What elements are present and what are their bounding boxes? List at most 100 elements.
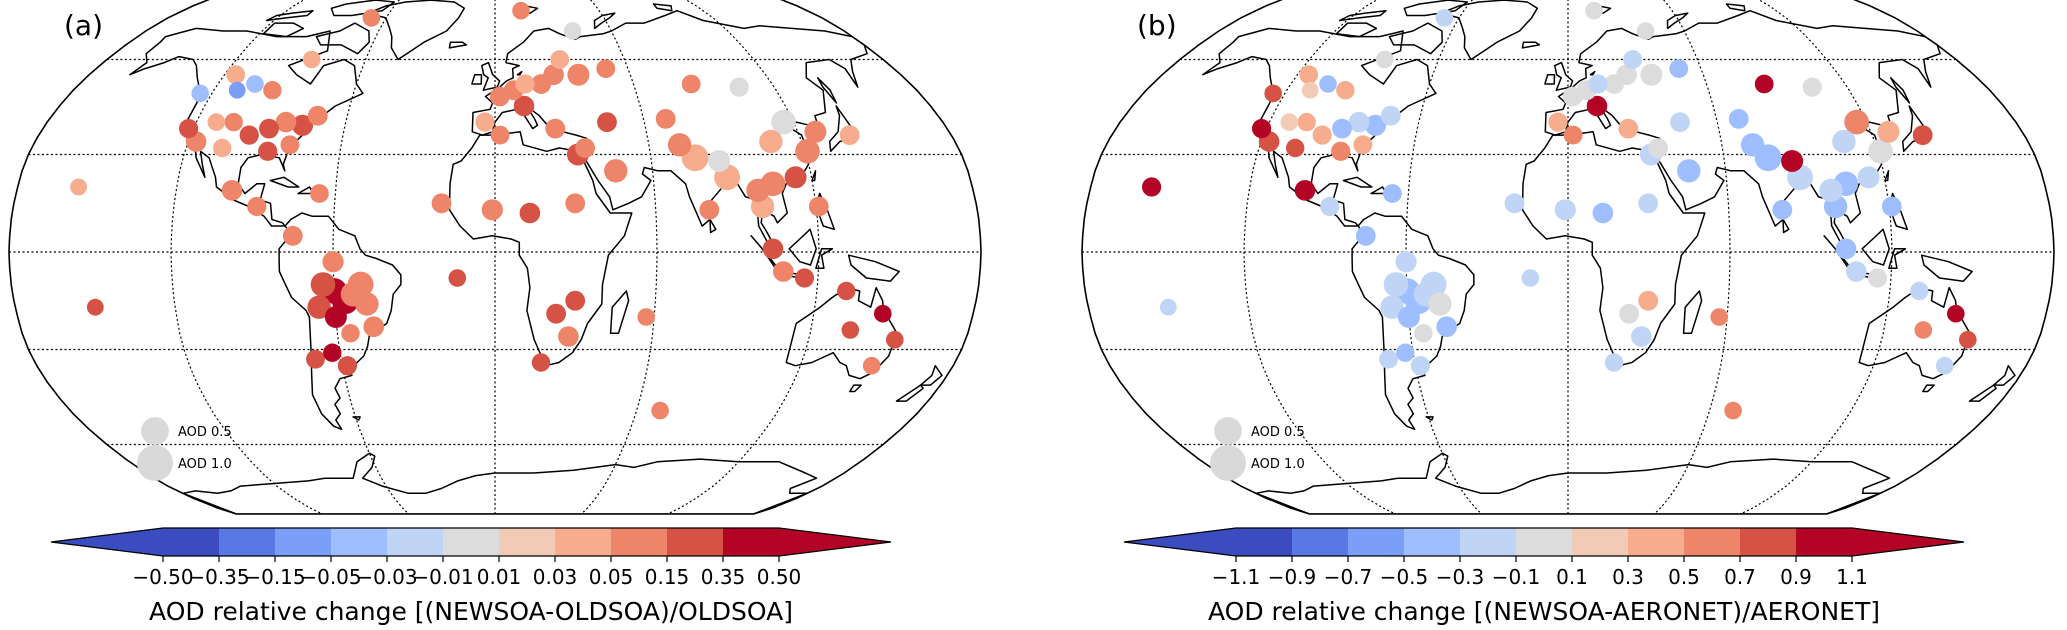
gridline-lon [1243, 0, 1396, 514]
site-marker [874, 304, 892, 323]
site-marker [224, 112, 243, 132]
site-marker [363, 316, 385, 338]
colorbar-tick-label: 0.7 [1724, 565, 1756, 589]
site-marker [1380, 105, 1401, 126]
site-marker [226, 65, 246, 85]
site-marker [1319, 75, 1337, 93]
colorbar-extend-low [1124, 528, 1236, 556]
site-marker [481, 199, 503, 221]
site-marker [86, 298, 104, 316]
site-marker [1521, 269, 1540, 287]
site-marker [1355, 225, 1376, 246]
site-marker [1868, 139, 1893, 164]
site-marker [1623, 50, 1643, 69]
site-marker [784, 166, 807, 189]
colorbar-tick-label: −0.35 [188, 565, 249, 589]
colorbar-bin [1348, 528, 1404, 556]
site-marker [431, 193, 452, 214]
site-marker [1428, 292, 1452, 316]
land-greenland [1440, 0, 1539, 61]
site-marker [808, 196, 829, 217]
site-marker [355, 292, 379, 316]
land-severnaya-zemlya [1725, 3, 1746, 12]
colorbar-tick-label: −0.03 [356, 565, 417, 589]
site-marker [759, 129, 783, 154]
land-taiwan [811, 170, 817, 182]
colorbar-bin [555, 528, 611, 556]
land-borneo [1861, 228, 1890, 266]
site-marker [862, 356, 881, 375]
colorbar-bin [611, 528, 667, 556]
site-marker [1563, 125, 1583, 145]
site-marker [1312, 125, 1332, 145]
colorbar-bin [163, 528, 219, 556]
site-marker [1857, 166, 1880, 189]
site-marker [239, 125, 259, 145]
site-marker [1320, 196, 1340, 217]
panel-label: (b) [1137, 9, 1177, 42]
colorbar-bin [1460, 528, 1516, 556]
colorbar-tick-label: 0.50 [757, 565, 802, 589]
land-new-zealand-south [1968, 384, 1997, 402]
colorbar-label: AOD relative change [(NEWSOA-AERONET)/AE… [1208, 597, 1880, 626]
size-legend-label: AOD 0.5 [178, 425, 232, 440]
site-marker [1638, 290, 1659, 311]
colorbar-extend-high [779, 528, 891, 556]
site-marker [302, 50, 321, 69]
site-marker [1781, 150, 1804, 172]
site-marker [1504, 193, 1525, 214]
land-arctic-archipelago [265, 9, 314, 22]
site-marker [1436, 316, 1457, 338]
site-marker [1410, 356, 1430, 376]
colorbar: −1.1 −0.9 −0.7 −0.5 −0.3 −0.1 0.1 0.3 0.5 0.7 0.9 1… [1123, 527, 1965, 626]
land-ellesmere [330, 0, 396, 17]
site-marker [1252, 119, 1272, 139]
site-marker [1832, 129, 1856, 154]
colorbar-tick-label: 0.35 [701, 565, 746, 589]
colorbar-tick-label: 0.03 [533, 565, 578, 589]
land-borneo [788, 228, 817, 266]
site-marker [1548, 112, 1568, 132]
site-marker [667, 133, 692, 157]
size-legend-marker [137, 445, 173, 481]
site-marker [1802, 77, 1822, 97]
gridline-lon [1740, 0, 1893, 514]
land-south-america [1351, 212, 1475, 431]
site-marker [563, 22, 582, 40]
gridline-lon [667, 0, 820, 514]
site-marker [762, 238, 784, 260]
site-marker [1677, 159, 1701, 183]
land-new-zealand-south [895, 384, 924, 402]
site-marker [1301, 81, 1319, 99]
site-marker [213, 138, 232, 158]
colorbar-tick-label: −0.50 [132, 565, 193, 589]
site-marker [1294, 180, 1316, 201]
land-iceland [1521, 41, 1541, 49]
site-marker [531, 74, 552, 94]
colorbar-tick-label: 0.01 [477, 565, 522, 589]
land-philippines [815, 192, 836, 231]
colorbar-bin [443, 528, 499, 556]
colorbar-tick-label: −0.7 [1324, 565, 1373, 589]
site-marker [1640, 63, 1663, 86]
site-marker [596, 59, 616, 78]
colorbar-bin [723, 528, 779, 556]
site-marker [531, 353, 551, 372]
site-marker [746, 178, 770, 202]
land-new-zealand [919, 364, 943, 386]
site-marker [207, 113, 226, 131]
site-marker [307, 105, 328, 126]
size-legend-marker [141, 417, 169, 445]
site-marker [1395, 251, 1417, 273]
land-greenland [367, 0, 466, 61]
land-ireland [471, 73, 483, 85]
site-marker [362, 9, 381, 27]
colorbar-bin [1796, 528, 1852, 556]
land-baffin [315, 22, 370, 55]
site-marker [282, 225, 303, 246]
land-sri-lanka [1782, 218, 1790, 234]
land-tasmania [849, 384, 862, 393]
site-marker [1364, 114, 1387, 136]
site-marker [1881, 196, 1902, 217]
